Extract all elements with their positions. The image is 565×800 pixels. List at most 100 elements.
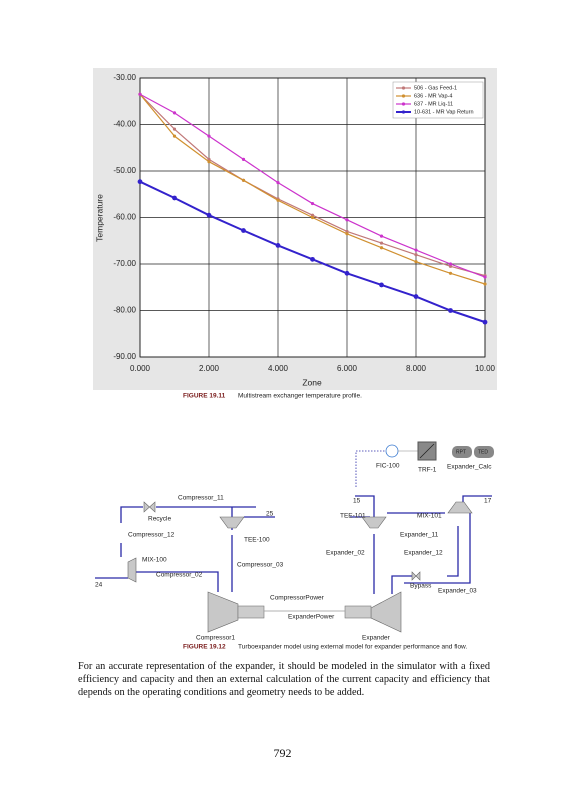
x-axis-label: Zone — [302, 377, 322, 387]
data-point — [172, 134, 177, 138]
legend-label: 506 - Gas Feed-1 — [414, 85, 457, 91]
legend-label: 637 - MR Liq-11 — [414, 101, 453, 107]
spreadsheet-icon — [452, 446, 472, 458]
shaft — [237, 605, 265, 619]
diagram-label: Bypass — [410, 583, 432, 590]
diagram-label: Compressor_02 — [156, 572, 203, 579]
transfer-icon-mark — [419, 443, 435, 459]
legend-marker — [401, 94, 406, 98]
x-tick-label: 6.000 — [337, 364, 358, 373]
data-point — [379, 241, 384, 245]
data-point — [275, 243, 281, 248]
data-point — [379, 246, 384, 250]
data-point — [241, 178, 246, 182]
diagram-label: RPT — [456, 449, 466, 455]
y-tick-label: -50.00 — [113, 166, 136, 175]
diagram-label: ExpanderPower — [288, 614, 335, 621]
data-point — [138, 92, 142, 96]
y-tick-label: -80.00 — [113, 306, 136, 315]
data-point — [345, 218, 349, 222]
y-tick-label: -90.00 — [113, 352, 136, 361]
diagram-label: FIC-100 — [376, 463, 400, 470]
data-point — [207, 134, 211, 138]
mix-101 — [447, 501, 473, 514]
diagram-label: TEE-101 — [340, 513, 366, 520]
controller-icon — [385, 444, 399, 458]
figure-caption: Multistream exchanger temperature profil… — [238, 393, 362, 400]
expander — [370, 591, 402, 633]
data-point — [310, 213, 315, 217]
y-tick-label: -60.00 — [113, 213, 136, 222]
data-point — [379, 282, 384, 288]
diagram-label: 25 — [266, 511, 274, 518]
data-point — [207, 157, 211, 161]
diagram-label: Expander — [362, 635, 391, 642]
x-tick-label: 2.000 — [199, 364, 220, 373]
data-point — [448, 264, 453, 268]
data-point — [241, 228, 246, 233]
diagram-label: 15 — [353, 498, 361, 505]
diagram-label: Compressor_03 — [237, 562, 284, 569]
spreadsheet-icon — [474, 446, 494, 458]
diagram-label: TEE-100 — [244, 537, 270, 544]
process-diagram — [95, 441, 494, 633]
bypass-valve — [411, 571, 421, 581]
tee-101 — [361, 516, 387, 529]
data-point — [207, 160, 211, 164]
signal-line — [355, 450, 386, 487]
figure-number: FIGURE 19.11 — [183, 393, 226, 400]
data-point — [448, 308, 453, 313]
diagram-label: Recycle — [148, 516, 172, 523]
recycle-icon — [143, 501, 156, 513]
page-number: 792 — [273, 746, 292, 760]
x-tick-label: 10.00 — [475, 364, 496, 373]
chart: -90.00 -80.00 -70.00 -60.00 -50.00 -40.00 -30.… — [113, 73, 495, 373]
data-point — [172, 127, 177, 131]
diagram-label: Expander_02 — [326, 550, 365, 557]
data-point — [344, 270, 350, 276]
y-tick-label: -70.00 — [113, 259, 136, 268]
compressor — [207, 591, 239, 633]
data-point — [379, 234, 384, 238]
diagram-label: 17 — [484, 498, 492, 505]
data-point — [137, 179, 143, 185]
data-point — [276, 181, 280, 185]
y-tick-label: -30.00 — [113, 73, 136, 82]
diagram-label: 24 — [95, 582, 103, 589]
x-tick-label: 0.000 — [130, 364, 151, 373]
data-point — [414, 248, 418, 252]
data-point — [172, 195, 177, 201]
legend-marker — [401, 86, 406, 90]
y-tick-label: -40.00 — [113, 120, 136, 129]
data-point — [345, 232, 349, 236]
data-point — [483, 275, 487, 279]
diagram-label: TRF-1 — [418, 467, 437, 474]
diagram-label: Compressor_12 — [128, 532, 175, 539]
diagram-label: MIX-100 — [142, 557, 167, 564]
diagram-label: Expander_11 — [400, 532, 439, 539]
data-point — [206, 212, 212, 218]
data-point — [414, 260, 418, 264]
data-point — [345, 229, 349, 234]
figure-caption: Turboexpander model using external model… — [238, 644, 467, 651]
diagram-label: Expander_12 — [404, 550, 443, 557]
data-point — [310, 201, 315, 206]
legend-marker — [401, 102, 406, 106]
data-point — [413, 294, 419, 299]
data-point — [276, 198, 280, 202]
diagram-label: TED — [478, 449, 488, 455]
data-point — [448, 271, 453, 275]
diagram-label: Compressor_11 — [178, 495, 224, 502]
data-point — [172, 111, 177, 115]
shaft — [344, 605, 372, 619]
data-point — [241, 157, 246, 161]
tee-100 — [219, 516, 245, 529]
legend-marker — [401, 110, 406, 114]
legend-label: 636 - MR Vap-4 — [414, 93, 452, 99]
data-point — [310, 215, 315, 220]
diagram-label: Expander_Calc — [447, 464, 492, 471]
diagram-label: CompressorPower — [270, 595, 325, 602]
y-axis-label: Temperature — [94, 194, 104, 242]
